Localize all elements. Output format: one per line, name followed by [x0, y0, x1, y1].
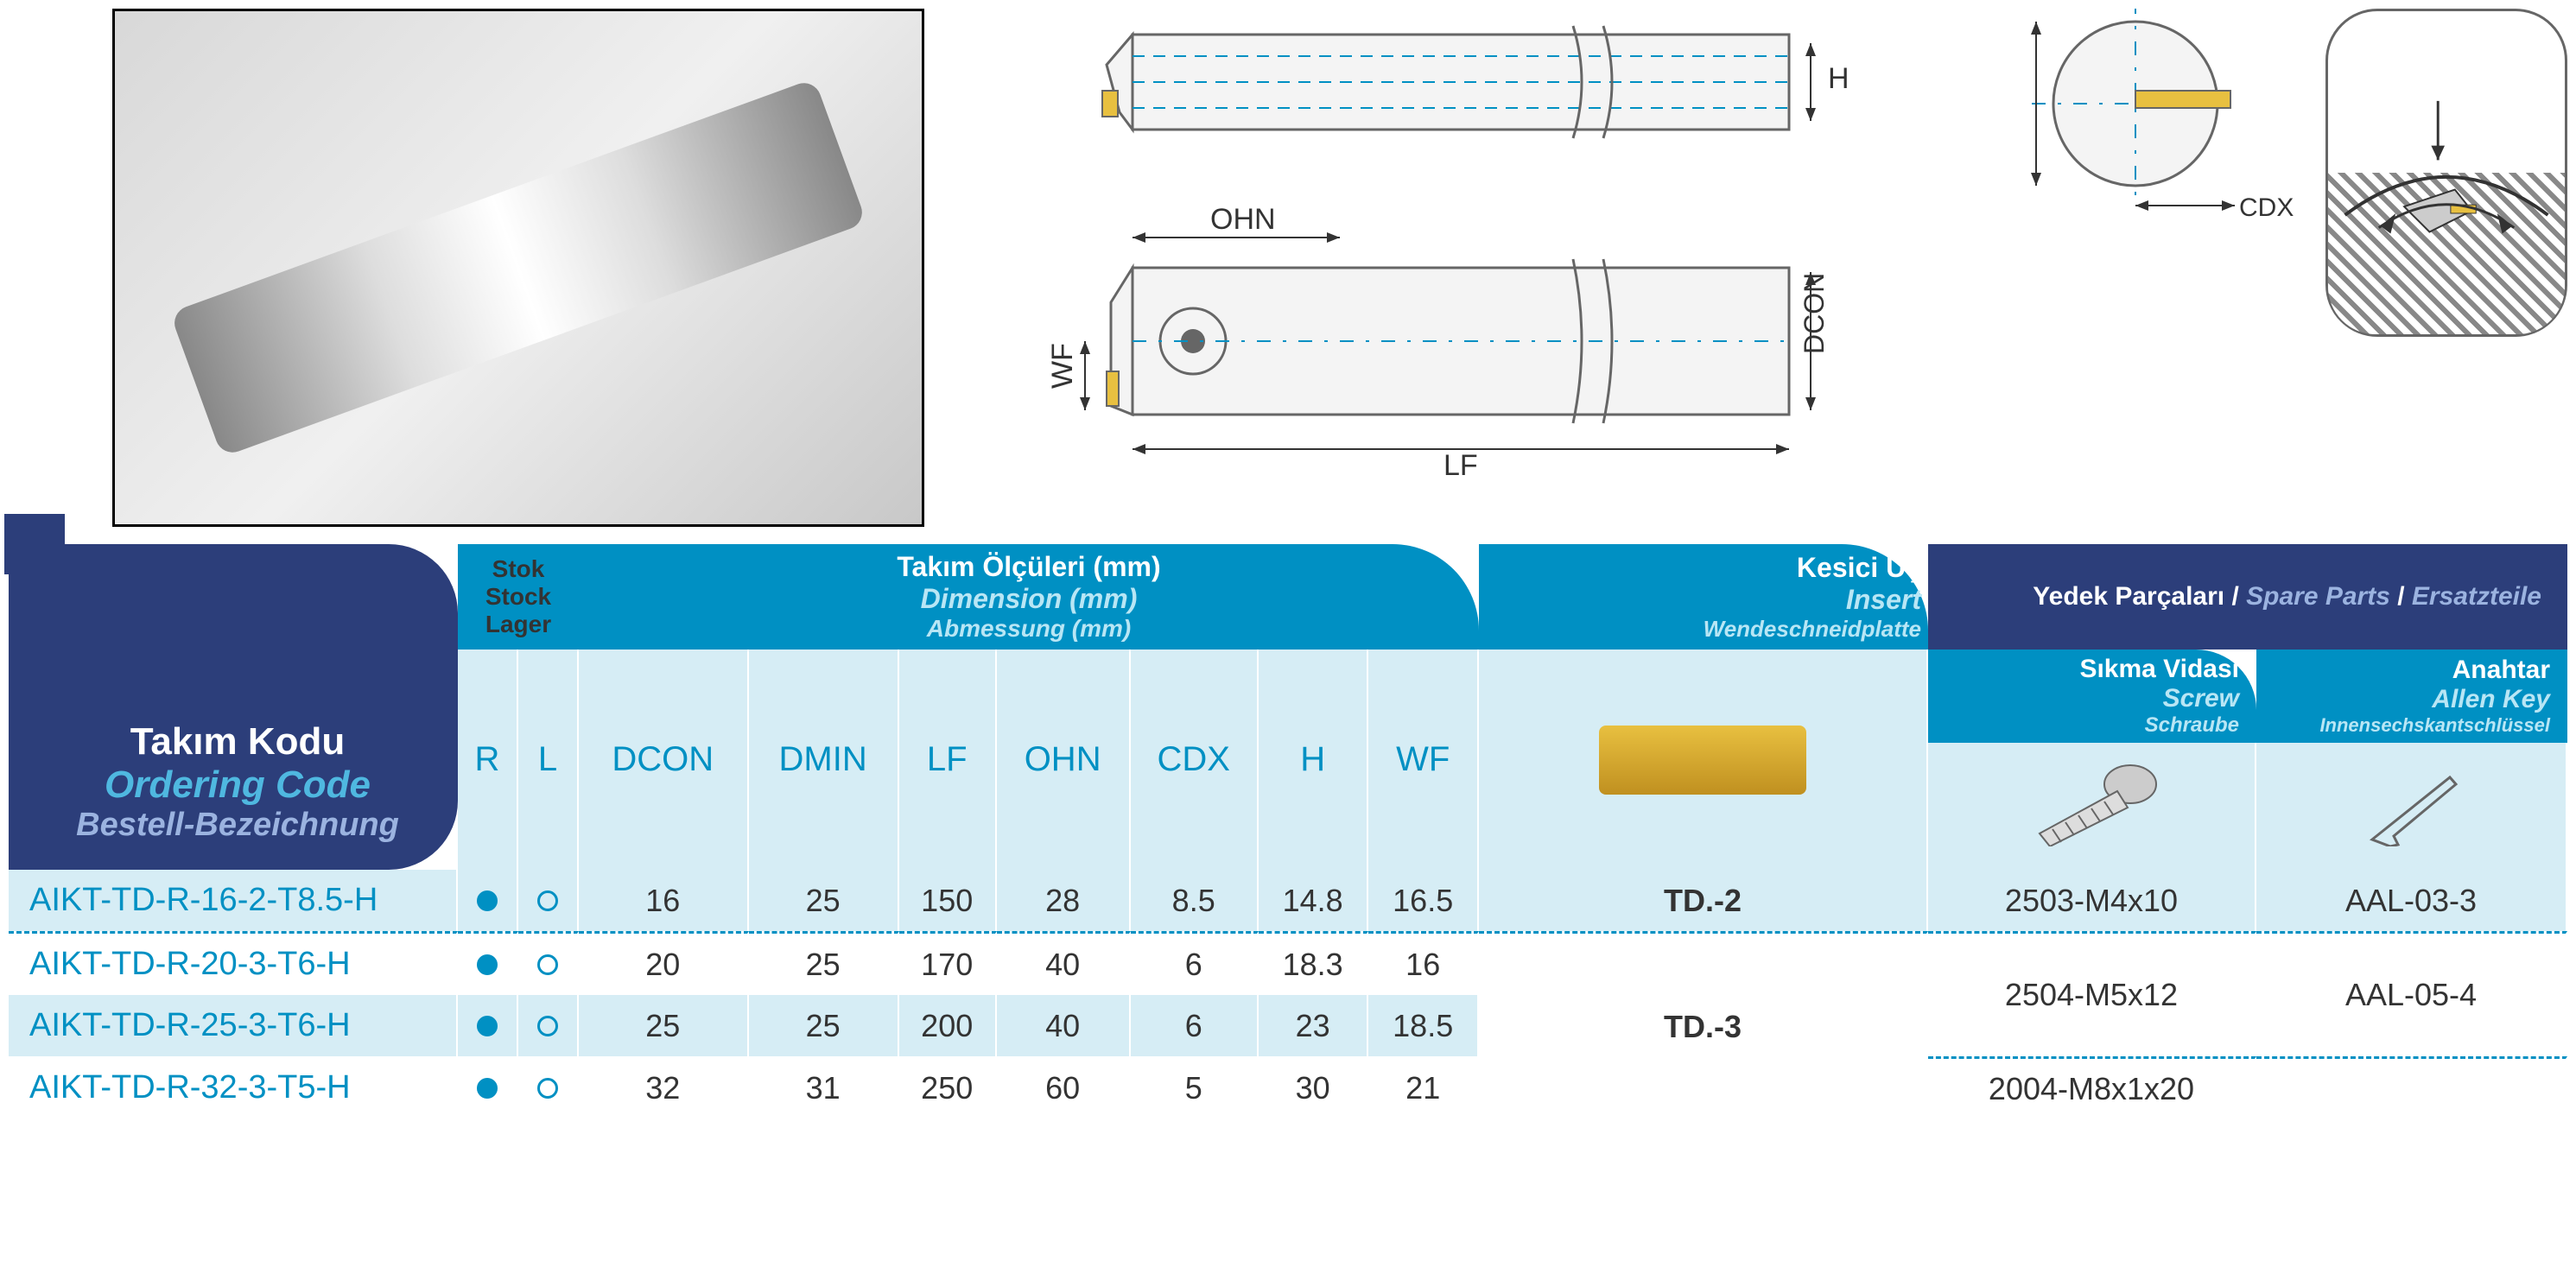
- diagram-end-view: DMIN CDX: [2023, 9, 2300, 239]
- diagram-side-views: H OHN WF: [959, 9, 1997, 475]
- cell-h: 30: [1259, 1056, 1369, 1119]
- dim-dcon: DCON: [1799, 273, 1830, 354]
- key-header: Anahtar Allen Key Innensechskantschlüsse…: [2256, 650, 2567, 743]
- insert-header: Kesici Uç Insert Wendeschneidplatte: [1479, 544, 1928, 650]
- col-l: L: [518, 650, 579, 870]
- allen-key-icon: [2351, 760, 2471, 846]
- stock-header: Stok Stock Lager: [458, 544, 579, 650]
- col-dcon: DCON: [579, 650, 749, 870]
- cell-dcon: 20: [579, 931, 749, 995]
- cell-dcon: 25: [579, 995, 749, 1056]
- col-h: H: [1259, 650, 1369, 870]
- spare-parts-header: Yedek Parçaları / Spare Parts / Ersatzte…: [1928, 544, 2567, 650]
- cell-l: [518, 931, 579, 995]
- cell-screw: 2004-M8x1x20: [1928, 1056, 2256, 1119]
- cell-dcon: 16: [579, 870, 749, 931]
- catalog-table: Takım Kodu Ordering Code Bestell-Bezeich…: [9, 544, 2567, 1119]
- cell-l: [518, 1056, 579, 1119]
- cell-r: [458, 1056, 518, 1119]
- cell-h: 23: [1259, 995, 1369, 1056]
- table-row: AIKT-TD-R-16-2-T8.5-H 16 25 150 28 8.5 1…: [9, 870, 2567, 931]
- dim-ohn: OHN: [1210, 203, 1276, 236]
- cell-wf: 21: [1368, 1056, 1479, 1119]
- ordering-code-header: Takım Kodu Ordering Code Bestell-Bezeich…: [9, 544, 458, 870]
- screw-image-cell: [1928, 743, 2256, 870]
- cell-wf: 16.5: [1368, 870, 1479, 931]
- cell-lf: 250: [899, 1056, 997, 1119]
- dim-wf: WF: [1046, 343, 1079, 389]
- cell-wf: 18.5: [1368, 995, 1479, 1056]
- row-code: AIKT-TD-R-16-2-T8.5-H: [9, 870, 458, 931]
- dimensions-header: Takım Ölçüleri (mm) Dimension (mm) Abmes…: [579, 544, 1479, 650]
- row-code: AIKT-TD-R-25-3-T6-H: [9, 995, 458, 1056]
- col-r: R: [458, 650, 518, 870]
- cell-ohn: 28: [997, 870, 1131, 931]
- cell-insert: TD.-3: [1479, 931, 1928, 1119]
- cell-ohn: 40: [997, 931, 1131, 995]
- cell-h: 18.3: [1259, 931, 1369, 995]
- cell-r: [458, 995, 518, 1056]
- table-row: AIKT-TD-R-20-3-T6-H 20 25 170 40 6 18.3 …: [9, 931, 2567, 995]
- technical-diagrams: H OHN WF: [959, 9, 2567, 527]
- cell-key: [2256, 1056, 2567, 1119]
- cell-dcon: 32: [579, 1056, 749, 1119]
- dim-h: H: [1828, 62, 1850, 95]
- dim-lf: LF: [1443, 449, 1478, 475]
- cell-dmin: 25: [749, 995, 899, 1056]
- product-photo: [112, 9, 924, 527]
- top-section: H OHN WF: [9, 9, 2567, 527]
- cell-cdx: 5: [1131, 1056, 1259, 1119]
- cell-ohn: 40: [997, 995, 1131, 1056]
- cell-lf: 200: [899, 995, 997, 1056]
- cell-screw: 2503-M4x10: [1928, 870, 2256, 931]
- cell-l: [518, 870, 579, 931]
- cell-screw: 2504-M5x12: [1928, 931, 2256, 1056]
- cell-cdx: 8.5: [1131, 870, 1259, 931]
- cell-insert: TD.-2: [1479, 870, 1928, 931]
- row-code: AIKT-TD-R-20-3-T6-H: [9, 931, 458, 995]
- cell-ohn: 60: [997, 1056, 1131, 1119]
- table-row: AIKT-TD-R-32-3-T5-H 32 31 250 60 5 30 21…: [9, 1056, 2567, 1119]
- cell-cdx: 6: [1131, 931, 1259, 995]
- cell-h: 14.8: [1259, 870, 1369, 931]
- screw-header: Sıkma Vidası Screw Schraube: [1928, 650, 2256, 743]
- cell-l: [518, 995, 579, 1056]
- cell-key: AAL-05-4: [2256, 931, 2567, 1056]
- col-cdx: CDX: [1131, 650, 1259, 870]
- insert-image-cell: [1479, 650, 1928, 870]
- dim-dmin: DMIN: [2023, 54, 2029, 121]
- cell-dmin: 31: [749, 1056, 899, 1119]
- cell-r: [458, 870, 518, 931]
- cell-dmin: 25: [749, 931, 899, 995]
- cell-cdx: 6: [1131, 995, 1259, 1056]
- cell-r: [458, 931, 518, 995]
- cell-dmin: 25: [749, 870, 899, 931]
- cell-wf: 16: [1368, 931, 1479, 995]
- ordering-tr: Takım Kodu: [130, 720, 346, 763]
- table-body: AIKT-TD-R-16-2-T8.5-H 16 25 150 28 8.5 1…: [9, 870, 2567, 1119]
- screw-icon: [2022, 760, 2160, 846]
- dim-cdx: CDX: [2239, 193, 2294, 222]
- col-ohn: OHN: [997, 650, 1131, 870]
- cell-lf: 150: [899, 870, 997, 931]
- insert-icon: [1599, 726, 1806, 795]
- cell-lf: 170: [899, 931, 997, 995]
- cell-key: AAL-03-3: [2256, 870, 2567, 931]
- key-image-cell: [2256, 743, 2567, 870]
- ordering-de: Bestell-Bezeichnung: [76, 807, 399, 843]
- col-lf: LF: [899, 650, 997, 870]
- ordering-en: Ordering Code: [105, 764, 371, 806]
- col-wf: WF: [1368, 650, 1479, 870]
- col-dmin: DMIN: [749, 650, 899, 870]
- diagram-detail-view: [2325, 9, 2567, 337]
- row-code: AIKT-TD-R-32-3-T5-H: [9, 1056, 458, 1119]
